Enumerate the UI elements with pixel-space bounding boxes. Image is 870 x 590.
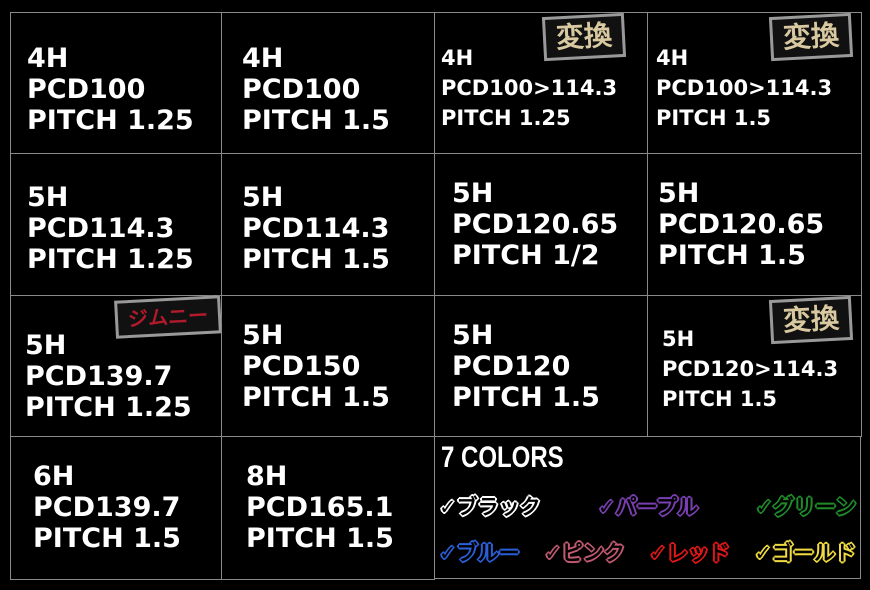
spec-cell: 5H PCD139.7 PITCH 1.25 ジムニー <box>10 295 222 437</box>
spec-text: 5H PCD139.7 PITCH 1.25 <box>25 330 192 423</box>
spec-line: PCD139.7 <box>25 361 173 392</box>
spec-line: PCD100 <box>27 74 146 105</box>
spec-line: 5H <box>452 320 494 351</box>
spec-text: 5H PCD120.65 PITCH 1.5 <box>658 178 824 271</box>
color-row: ✓ブラック ✓パープル ✓グリーン <box>439 483 856 529</box>
color-option: ✓パープル <box>597 495 699 519</box>
color-option: ✓ブルー <box>439 541 520 565</box>
spec-text: 4H PCD100 PITCH 1.5 <box>242 43 390 136</box>
color-option: ✓ゴールド <box>754 541 856 565</box>
spec-cell: 6H PCD139.7 PITCH 1.5 <box>10 436 222 580</box>
spec-line: PITCH 1.5 <box>242 105 390 136</box>
spec-line: PCD120.65 <box>658 209 825 240</box>
conversion-badge: 変換 <box>768 295 854 345</box>
color-option: ✓ブラック <box>439 495 541 519</box>
spec-line: PITCH 1.25 <box>25 392 192 423</box>
spec-cell: 4H PCD100 PITCH 1.25 <box>10 12 222 154</box>
spec-cell: 5H PCD120.65 PITCH 1.5 <box>647 153 862 296</box>
spec-line: PCD120>114.3 <box>662 357 839 381</box>
color-option: ✓ピンク <box>544 541 625 565</box>
spec-line: PCD139.7 <box>33 492 181 523</box>
spec-line: PCD100>114.3 <box>656 76 833 100</box>
spec-line: 5H <box>662 327 695 351</box>
spec-text: 4H PCD100>114.3 PITCH 1.25 <box>441 43 617 133</box>
spec-cell: 5H PCD120.65 PITCH 1/2 <box>434 153 648 296</box>
spec-cell: 5H PCD114.3 PITCH 1.5 <box>221 153 435 296</box>
spec-line: PITCH 1/2 <box>452 240 600 271</box>
color-row: ✓ブルー ✓ピンク ✓レッド ✓ゴールド <box>439 529 856 575</box>
spec-line: PCD165.1 <box>246 492 394 523</box>
spec-cell: 5H PCD114.3 PITCH 1.25 <box>10 153 222 296</box>
spec-line: 5H <box>242 320 284 351</box>
color-option: ✓グリーン <box>755 495 856 519</box>
spec-line: PITCH 1.5 <box>33 523 181 554</box>
spec-cell: 5H PCD120 PITCH 1.5 <box>434 295 648 437</box>
spec-line: PCD100>114.3 <box>441 76 618 100</box>
spec-text: 5H PCD120 PITCH 1.5 <box>452 320 600 413</box>
spec-line: PITCH 1.5 <box>658 240 806 271</box>
colors-title: 7 COLORS <box>441 441 564 474</box>
spec-line: PITCH 1.25 <box>27 105 194 136</box>
conversion-badge: 変換 <box>541 12 627 62</box>
spec-line: PITCH 1.5 <box>452 382 600 413</box>
spec-text: 6H PCD139.7 PITCH 1.5 <box>33 461 181 554</box>
spec-line: 5H <box>25 330 67 361</box>
spec-cell: 5H PCD120>114.3 PITCH 1.5 変換 <box>647 295 862 437</box>
spec-text: 5H PCD114.3 PITCH 1.25 <box>27 182 194 275</box>
spec-cell: 5H PCD150 PITCH 1.5 <box>221 295 435 437</box>
spec-line: 5H <box>658 178 700 209</box>
spec-line: 4H <box>27 43 69 74</box>
spec-line: PITCH 1.25 <box>441 106 571 130</box>
spec-line: 4H <box>656 46 689 70</box>
spec-line: 4H <box>242 43 284 74</box>
spec-line: PCD114.3 <box>242 213 390 244</box>
spec-line: PITCH 1.5 <box>246 523 394 554</box>
spec-line: 4H <box>441 46 474 70</box>
spec-text: 4H PCD100>114.3 PITCH 1.5 <box>656 43 832 133</box>
spec-line: 5H <box>242 182 284 213</box>
spec-cell: 4H PCD100>114.3 PITCH 1.5 変換 <box>647 12 862 154</box>
spec-line: PCD150 <box>242 351 361 382</box>
spec-cell: 4H PCD100 PITCH 1.5 <box>221 12 435 154</box>
spec-line: PCD120 <box>452 351 571 382</box>
spec-cell: 4H PCD100>114.3 PITCH 1.25 変換 <box>434 12 648 154</box>
spec-line: PITCH 1.5 <box>242 382 390 413</box>
spec-line: PITCH 1.25 <box>27 244 194 275</box>
color-list: ✓ブラック ✓パープル ✓グリーン ✓ブルー ✓ピンク ✓レッド ✓ゴールド <box>439 483 856 575</box>
spec-line: PCD114.3 <box>27 213 175 244</box>
spec-line: 5H <box>452 178 494 209</box>
spec-line: PITCH 1.5 <box>662 387 778 411</box>
spec-text: 5H PCD114.3 PITCH 1.5 <box>242 182 390 275</box>
color-option: ✓レッド <box>649 541 730 565</box>
spec-line: PCD120.65 <box>452 209 619 240</box>
jimny-badge: ジムニー <box>114 295 222 339</box>
spec-text: 5H PCD120.65 PITCH 1/2 <box>452 178 618 271</box>
spec-line: PITCH 1.5 <box>656 106 772 130</box>
spec-line: 8H <box>246 461 288 492</box>
spec-line: PITCH 1.5 <box>242 244 390 275</box>
spec-line: 5H <box>27 182 69 213</box>
spec-cell: 8H PCD165.1 PITCH 1.5 <box>221 436 435 580</box>
conversion-badge: 変換 <box>768 12 854 62</box>
colors-cell: 7 COLORS ✓ブラック ✓パープル ✓グリーン ✓ブルー ✓ピンク ✓レッド ✓ゴー… <box>434 436 861 579</box>
spec-text: 8H PCD165.1 PITCH 1.5 <box>246 461 394 554</box>
spec-text: 4H PCD100 PITCH 1.25 <box>27 43 194 136</box>
spec-line: 6H <box>33 461 75 492</box>
spec-line: PCD100 <box>242 74 361 105</box>
spec-text: 5H PCD150 PITCH 1.5 <box>242 320 390 413</box>
spec-text: 5H PCD120>114.3 PITCH 1.5 <box>662 324 838 414</box>
